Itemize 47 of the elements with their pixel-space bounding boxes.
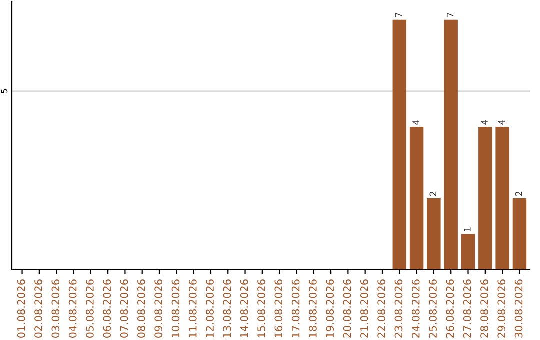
x-tick-label: 16.08.2026 (274, 280, 283, 338)
x-tick-label: 02.08.2026 (34, 280, 42, 338)
x-tick-label: 04.08.2026 (68, 280, 77, 338)
bar (496, 127, 510, 270)
x-tick-label: 05.08.2026 (86, 280, 94, 338)
x-tick-label: 15.08.2026 (258, 280, 266, 338)
x-tick-label: 19.08.2026 (326, 280, 334, 338)
x-tick-label: 30.08.2026 (514, 280, 523, 338)
data-label: 1 (464, 228, 471, 232)
x-tick-label: 26.08.2026 (446, 280, 454, 338)
x-tick-label: 25.08.2026 (429, 280, 437, 338)
x-tick-label: 10.08.2026 (172, 280, 180, 338)
data-label: 4 (481, 120, 488, 125)
x-tick-label: 11.08.2026 (188, 280, 197, 338)
x-tick-label: 07.08.2026 (120, 280, 128, 338)
data-label: 2 (430, 192, 436, 196)
bar (444, 20, 458, 270)
x-tick-label: 23.08.2026 (394, 280, 403, 338)
x-tick-label: 12.08.2026 (206, 280, 214, 338)
y-tick-label: 5 (1, 89, 8, 94)
x-tick-label: 13.08.2026 (223, 280, 232, 338)
data-label: 7 (447, 13, 454, 18)
x-tick-label: 24.08.2026 (412, 280, 420, 338)
x-tick-label: 28.08.2026 (480, 280, 488, 338)
x-tick-label: 03.08.2026 (52, 280, 60, 338)
bar (427, 198, 441, 270)
bar (512, 198, 527, 270)
data-label: 4 (498, 120, 506, 125)
bar (461, 234, 476, 270)
data-label: 7 (396, 13, 402, 18)
x-tick-label: 06.08.2026 (103, 280, 112, 338)
x-tick-label: 01.08.2026 (17, 280, 26, 338)
bar (410, 127, 424, 270)
x-tick-label: 22.08.2026 (378, 280, 386, 338)
x-tick-label: 09.08.2026 (154, 280, 163, 338)
x-tick-label: 18.08.2026 (309, 280, 317, 338)
x-tick-label: 14.08.2026 (240, 280, 248, 338)
x-tick-label: 17.08.2026 (292, 280, 300, 338)
bar (392, 20, 407, 270)
x-tick-label: 08.08.2026 (138, 280, 146, 338)
x-tick-label: 20.08.2026 (343, 280, 352, 338)
bar (478, 127, 492, 270)
x-tick-label: 29.08.2026 (498, 280, 506, 338)
data-label: 2 (516, 192, 522, 196)
x-tick-label: 21.08.2026 (360, 280, 368, 338)
data-label: 4 (412, 120, 420, 125)
x-tick-label: 27.08.2026 (463, 280, 472, 338)
